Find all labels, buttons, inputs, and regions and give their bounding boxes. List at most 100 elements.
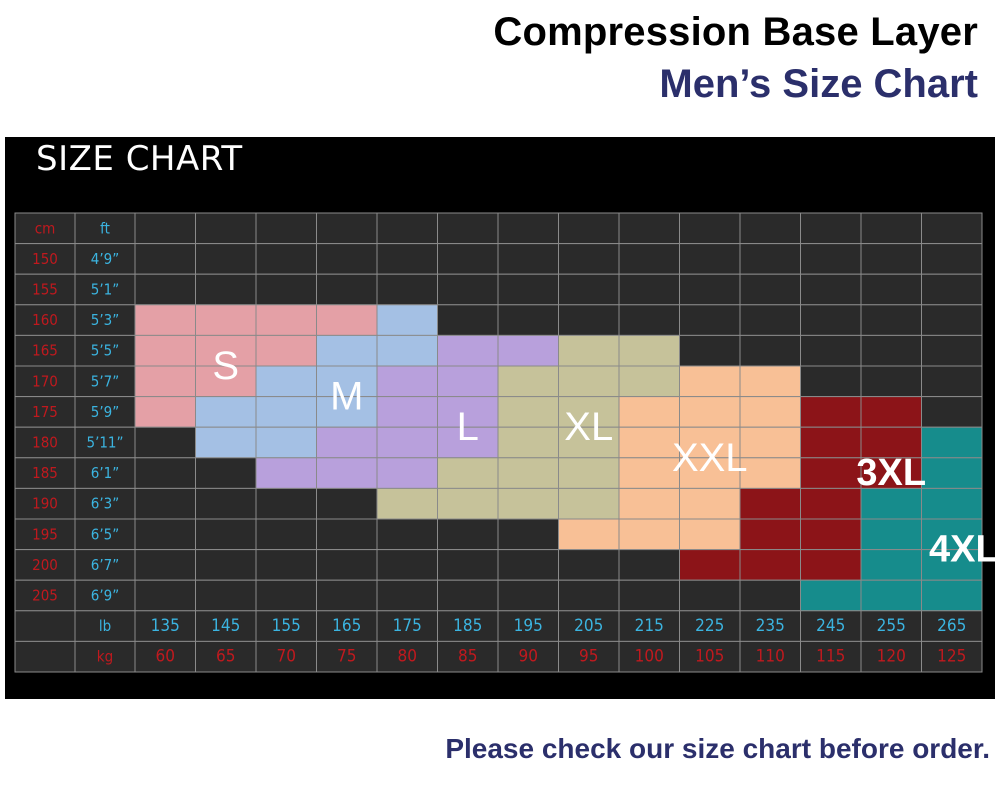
size-cell-s [134,334,196,367]
empty-cell [860,365,922,398]
empty-cell [255,487,317,520]
header-empty-cell [316,212,378,245]
size-cell-xxl [618,518,680,551]
cm-tick-label: 190 [32,495,58,513]
size-cell-xl [437,457,499,489]
size-label-xl: XL [564,405,613,449]
size-cell-3xl [800,457,862,489]
empty-cell [860,243,922,275]
empty-cell [255,579,317,612]
empty-cell [195,549,257,581]
size-cell-xl [437,487,499,520]
kg-tick-label: 90 [519,647,538,667]
empty-cell [437,243,499,275]
empty-cell [497,518,559,551]
size-cell-3xl [739,549,801,581]
cm-cell [14,334,76,367]
size-cell-4xl [860,487,922,520]
size-cell-l [316,457,378,489]
kg-cell [316,640,378,673]
size-cell-3xl [860,396,922,428]
size-cell-xl [497,426,559,459]
empty-cell [255,243,317,275]
kg-tick-label: 120 [877,647,906,667]
empty-cell [618,304,680,336]
empty-cell [497,579,559,612]
size-cell-l [376,426,438,459]
empty-cell [679,334,741,367]
kg-cell [860,640,922,673]
footer-note: Please check our size chart before order… [445,733,990,764]
ft-header-cell [74,212,136,245]
size-cell-4xl [800,579,862,612]
cm-tick-label: 150 [32,250,58,268]
lb-tick-label: 205 [574,616,603,636]
size-cell-xxl [618,457,680,489]
ft-tick-label: 5’1” [91,281,119,299]
size-cell-xxl [739,396,801,428]
size-cell-4xl [921,457,983,489]
kg-tick-label: 60 [156,647,175,667]
empty-cell [134,579,196,612]
kg-cell [921,640,983,673]
empty-cell [921,365,983,398]
cm-tick-label: 205 [32,587,58,605]
lb-tick-label: 235 [756,616,785,636]
size-cell-xxl [679,518,741,551]
cm-header-cell [14,212,76,245]
empty-cell [558,579,620,612]
kg-cell [558,640,620,673]
size-cell-4xl [921,549,983,581]
ft-tick-label: 5’11” [86,434,123,452]
size-cell-3xl [739,487,801,520]
empty-cell [739,273,801,306]
size-cell-l [437,365,499,398]
size-cell-3xl [860,426,922,459]
size-cell-s [134,304,196,336]
lb-cell [195,610,257,642]
size-cell-xl [497,457,559,489]
empty-cell [376,549,438,581]
size-cell-l [376,396,438,428]
ft-cell [74,396,136,428]
cm-tick-label: 170 [32,372,58,390]
lb-tick-label: 195 [514,616,543,636]
empty-cell [618,579,680,612]
empty-cell [195,579,257,612]
kg-tick-label: 75 [337,647,356,667]
lb-cell [255,610,317,642]
size-label-m: M [330,375,363,419]
empty-cell [558,304,620,336]
header-empty-cell [497,212,559,245]
kg-tick-label: 70 [277,647,296,667]
header-empty-cell [800,212,862,245]
lb-tick-label: 145 [211,616,240,636]
empty-cell [860,334,922,367]
chart-title: Compression Base Layer [493,10,978,54]
empty-cell [134,487,196,520]
size-cell-xl [558,334,620,367]
empty-cell [497,273,559,306]
cm-cell [14,396,76,428]
ft-cell [74,426,136,459]
size-label-4xl: 4XL [929,529,999,571]
cm-tick-label: 200 [32,556,58,574]
size-cell-xl [558,426,620,459]
empty-cell [376,518,438,551]
size-cell-xl [497,487,559,520]
size-label-l: L [457,405,479,449]
size-cell-s [195,304,257,336]
empty-cell [679,273,741,306]
empty-cell [679,304,741,336]
size-cell-l [376,365,438,398]
size-cell-xl [376,487,438,520]
size-label-s: S [212,344,239,388]
ft-tick-label: 4’9” [91,250,119,268]
size-cell-4xl [860,518,922,551]
empty-cell [860,304,922,336]
empty-cell [437,579,499,612]
size-cell-xl [558,365,620,398]
size-cell-xxl [679,396,741,428]
size-cell-4xl [921,579,983,612]
ft-cell [74,579,136,612]
